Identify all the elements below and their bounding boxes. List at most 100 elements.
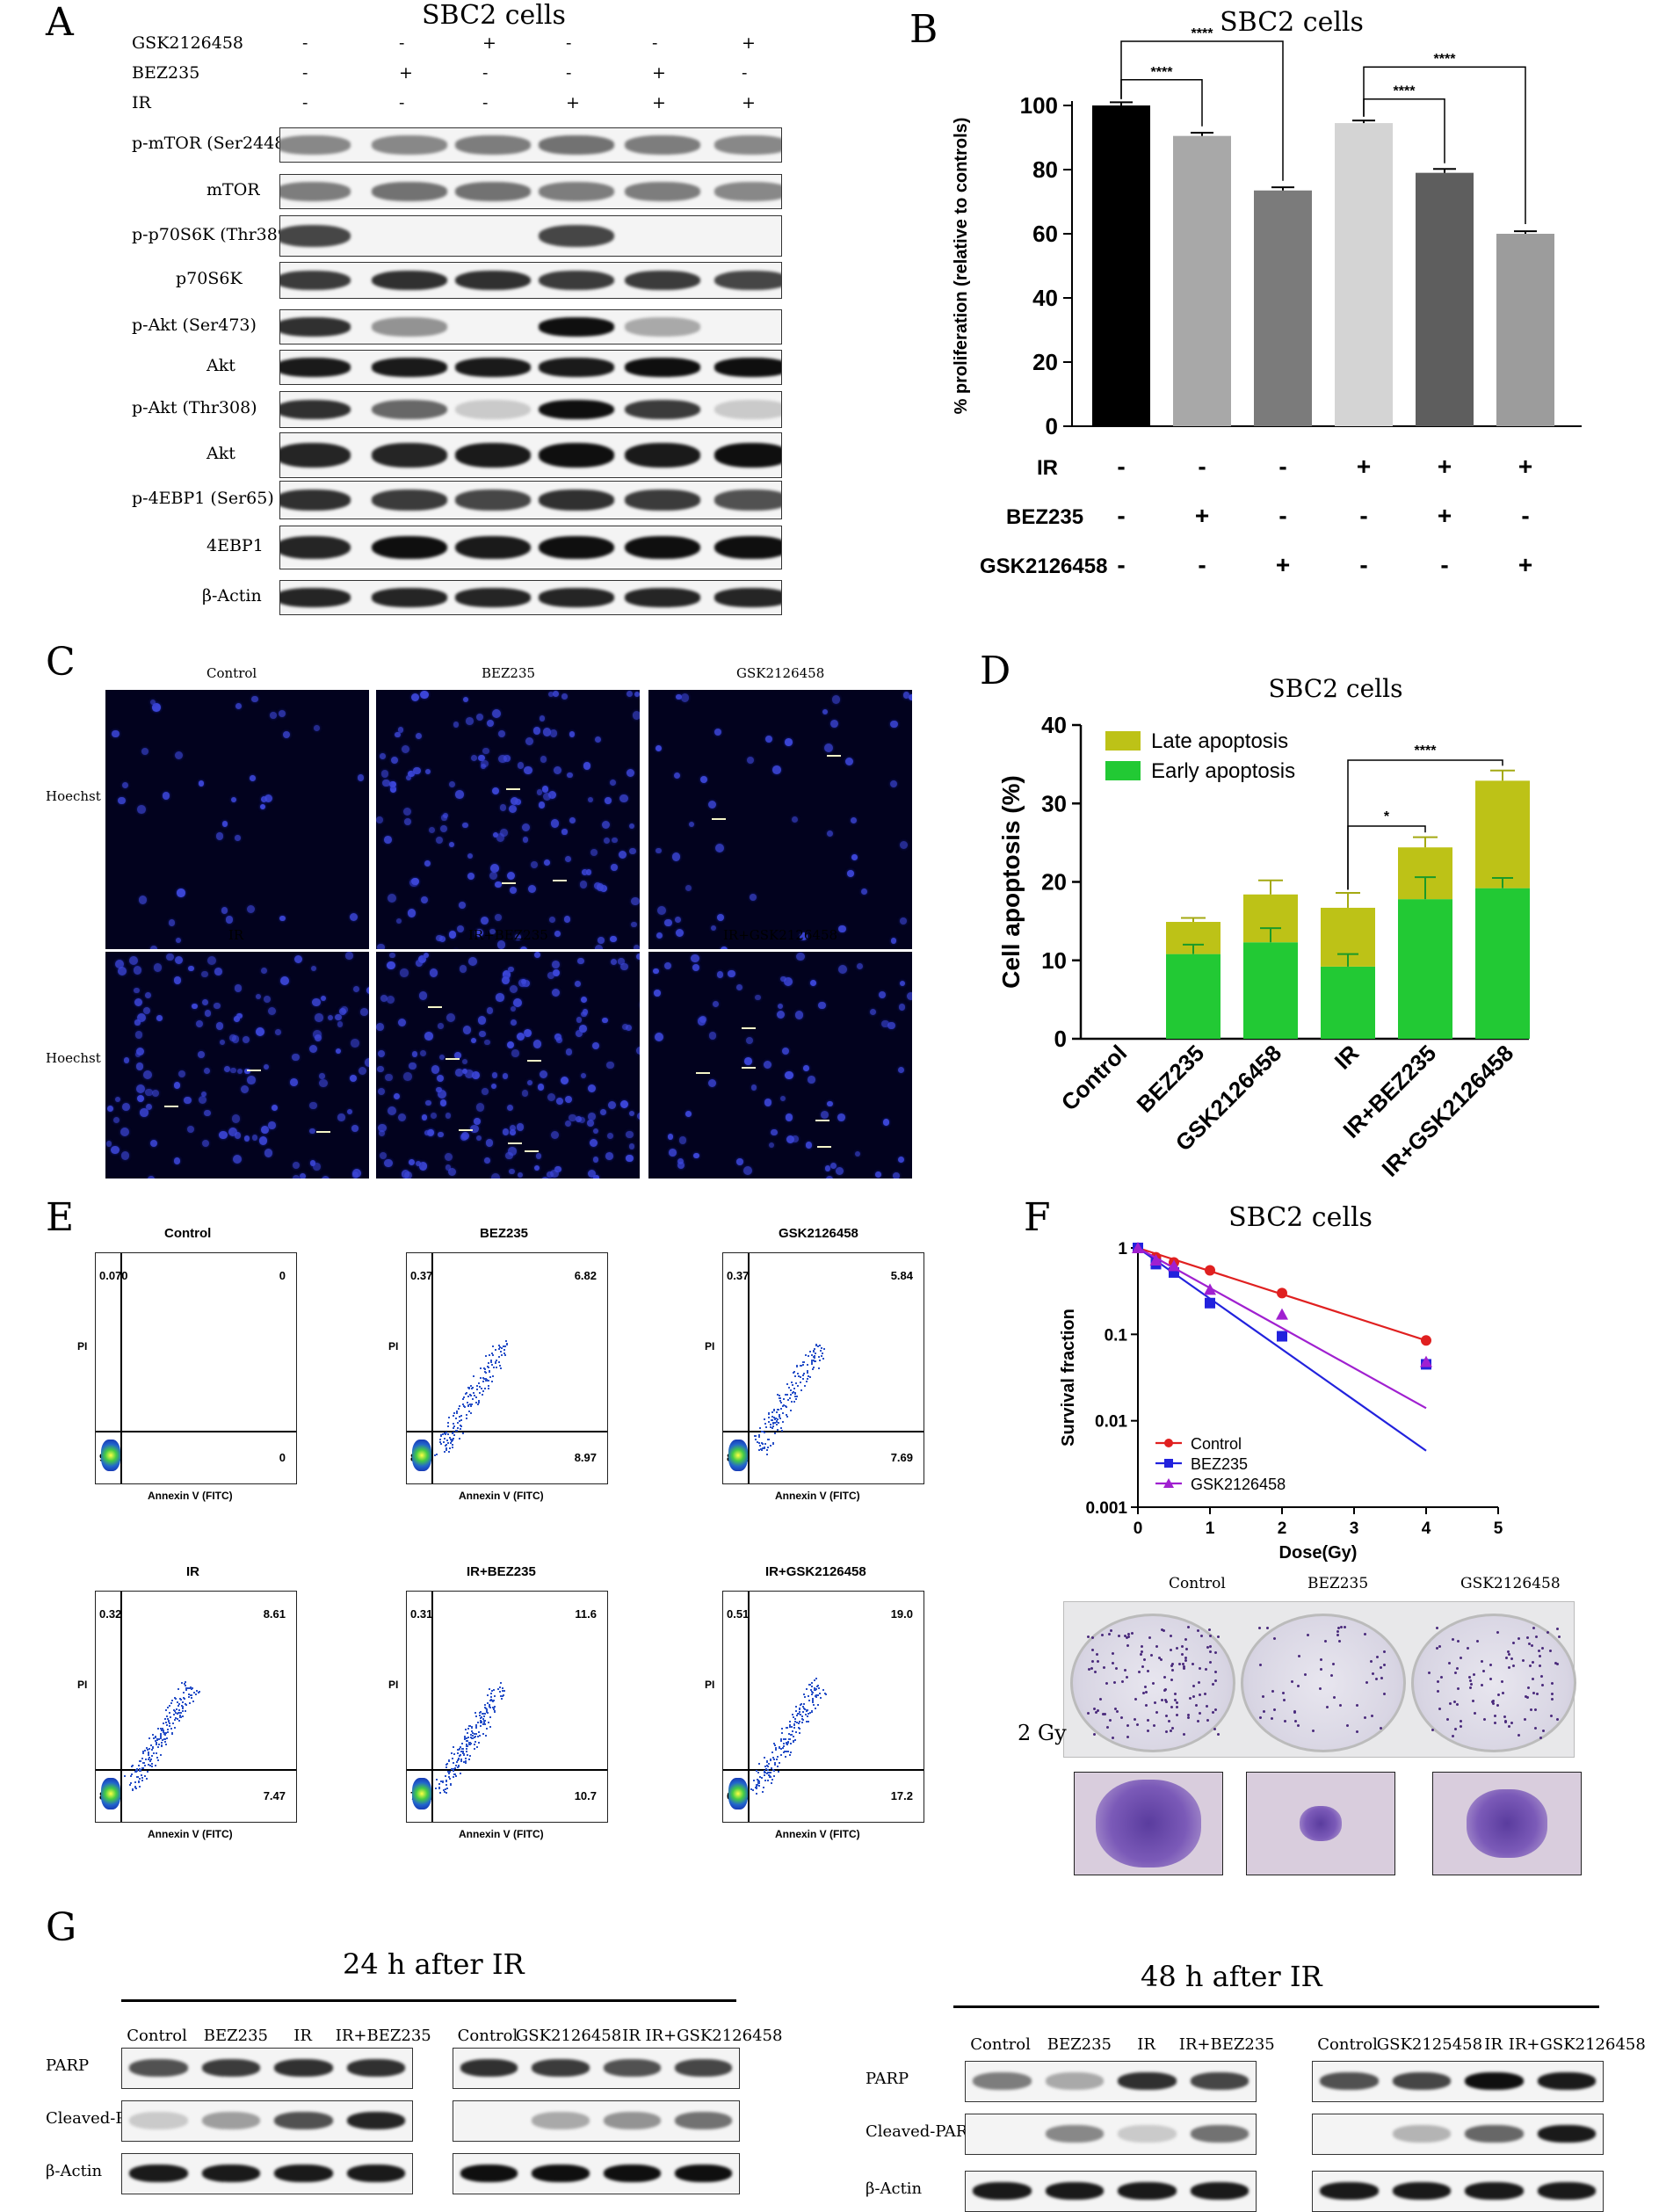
blot-band bbox=[279, 271, 351, 290]
title-rule bbox=[953, 2005, 1599, 2008]
event-dot bbox=[772, 1757, 774, 1759]
event-dot bbox=[169, 1705, 170, 1707]
event-dot bbox=[819, 1345, 821, 1346]
event-dot bbox=[492, 1354, 494, 1356]
colony-dot bbox=[1090, 1667, 1093, 1670]
event-dot bbox=[772, 1423, 774, 1425]
colony-dot bbox=[1108, 1633, 1111, 1635]
event-dot bbox=[163, 1730, 164, 1731]
colony-dot bbox=[1336, 1630, 1339, 1633]
event-dot bbox=[157, 1728, 159, 1730]
colony-dot bbox=[1364, 1716, 1366, 1719]
nucleus bbox=[202, 1140, 209, 1147]
image-label: IR+GSK2126458 bbox=[723, 927, 837, 943]
nucleus bbox=[221, 907, 228, 914]
nucleus bbox=[503, 1128, 509, 1135]
colony-dot bbox=[1184, 1657, 1187, 1659]
nucleus bbox=[518, 762, 524, 768]
nucleus bbox=[154, 963, 163, 972]
row-sign: - bbox=[1521, 502, 1529, 529]
fluorescence-image bbox=[648, 690, 912, 949]
nucleus bbox=[708, 1079, 717, 1088]
event-dot bbox=[808, 1695, 809, 1697]
bar-early bbox=[1166, 954, 1221, 1039]
event-dot bbox=[802, 1719, 804, 1721]
nucleus bbox=[169, 919, 176, 926]
event-dot bbox=[475, 1733, 477, 1735]
nucleus bbox=[229, 1034, 236, 1041]
blot-band bbox=[1046, 2125, 1105, 2143]
event-dot bbox=[157, 1759, 159, 1761]
event-dot bbox=[504, 1354, 506, 1356]
blot-band bbox=[347, 2112, 406, 2129]
event-dot bbox=[153, 1737, 155, 1739]
event-dot bbox=[148, 1751, 149, 1753]
colony-dot bbox=[1332, 1663, 1335, 1665]
nucleus bbox=[467, 853, 473, 859]
event-dot bbox=[155, 1740, 156, 1742]
event-dot bbox=[439, 1441, 441, 1443]
nucleus bbox=[827, 830, 833, 837]
quadrant-vline bbox=[431, 1592, 433, 1822]
dish-label: Control bbox=[1169, 1575, 1226, 1592]
event-dot bbox=[474, 1741, 476, 1743]
event-dot bbox=[177, 1705, 179, 1707]
row-sign: - bbox=[1198, 551, 1206, 578]
x-axis-label: Annexin V (FITC) bbox=[775, 1490, 860, 1502]
x-tick-label: IR+GSK2126458 bbox=[1376, 1040, 1518, 1182]
colony-dot bbox=[1467, 1647, 1469, 1650]
event-dot bbox=[144, 1775, 146, 1777]
event-dot bbox=[192, 1687, 193, 1689]
nucleus bbox=[425, 769, 431, 774]
colony-dot bbox=[1214, 1708, 1217, 1711]
event-dot bbox=[455, 1775, 457, 1777]
colony-dot bbox=[1192, 1695, 1195, 1698]
event-dot bbox=[468, 1725, 470, 1727]
blot-band bbox=[279, 536, 351, 560]
nucleus bbox=[579, 1025, 587, 1033]
nucleus bbox=[427, 1129, 434, 1136]
event-dot bbox=[777, 1418, 779, 1420]
nucleus bbox=[551, 1131, 559, 1139]
nucleus bbox=[479, 1031, 485, 1037]
colony-dot bbox=[1165, 1730, 1168, 1733]
blot-label: Akt bbox=[206, 356, 235, 375]
blot-band bbox=[347, 2059, 406, 2077]
nucleus bbox=[134, 988, 139, 993]
colony-dot bbox=[1481, 1684, 1483, 1686]
event-dot bbox=[484, 1368, 486, 1370]
nucleus bbox=[389, 953, 395, 959]
event-dot bbox=[470, 1412, 472, 1414]
nucleus bbox=[360, 1008, 368, 1016]
colony-dot bbox=[1155, 1645, 1158, 1648]
event-dot bbox=[445, 1792, 447, 1794]
panel-a-title: SBC2 cells bbox=[422, 0, 566, 31]
nucleus bbox=[376, 816, 383, 823]
event-dot bbox=[797, 1385, 799, 1387]
nucleus bbox=[345, 952, 352, 959]
nucleus bbox=[319, 1079, 328, 1088]
event-dot bbox=[758, 1436, 760, 1438]
nucleus bbox=[163, 792, 170, 800]
event-dot bbox=[166, 1724, 168, 1726]
quadrant-value: 19.0 bbox=[891, 1607, 913, 1621]
event-dot bbox=[445, 1449, 447, 1451]
colony-dot bbox=[1189, 1697, 1192, 1700]
event-dot bbox=[174, 1719, 176, 1721]
condition-sign: - bbox=[302, 93, 308, 112]
blot-band bbox=[372, 182, 447, 200]
nucleus bbox=[700, 776, 707, 783]
nucleus bbox=[378, 1088, 385, 1095]
nucleus bbox=[554, 931, 561, 937]
nucleus bbox=[431, 1065, 440, 1074]
colony-dot bbox=[1454, 1728, 1457, 1730]
arrow-marker bbox=[827, 755, 841, 757]
colony-dot bbox=[1147, 1670, 1149, 1672]
nucleus bbox=[247, 1076, 256, 1084]
nucleus bbox=[887, 1022, 895, 1030]
nucleus bbox=[166, 954, 174, 961]
event-dot bbox=[489, 1726, 491, 1728]
flow-plot: 0.328.6183.67.47 bbox=[95, 1591, 297, 1823]
event-dot bbox=[455, 1418, 457, 1419]
event-dot bbox=[802, 1711, 804, 1713]
